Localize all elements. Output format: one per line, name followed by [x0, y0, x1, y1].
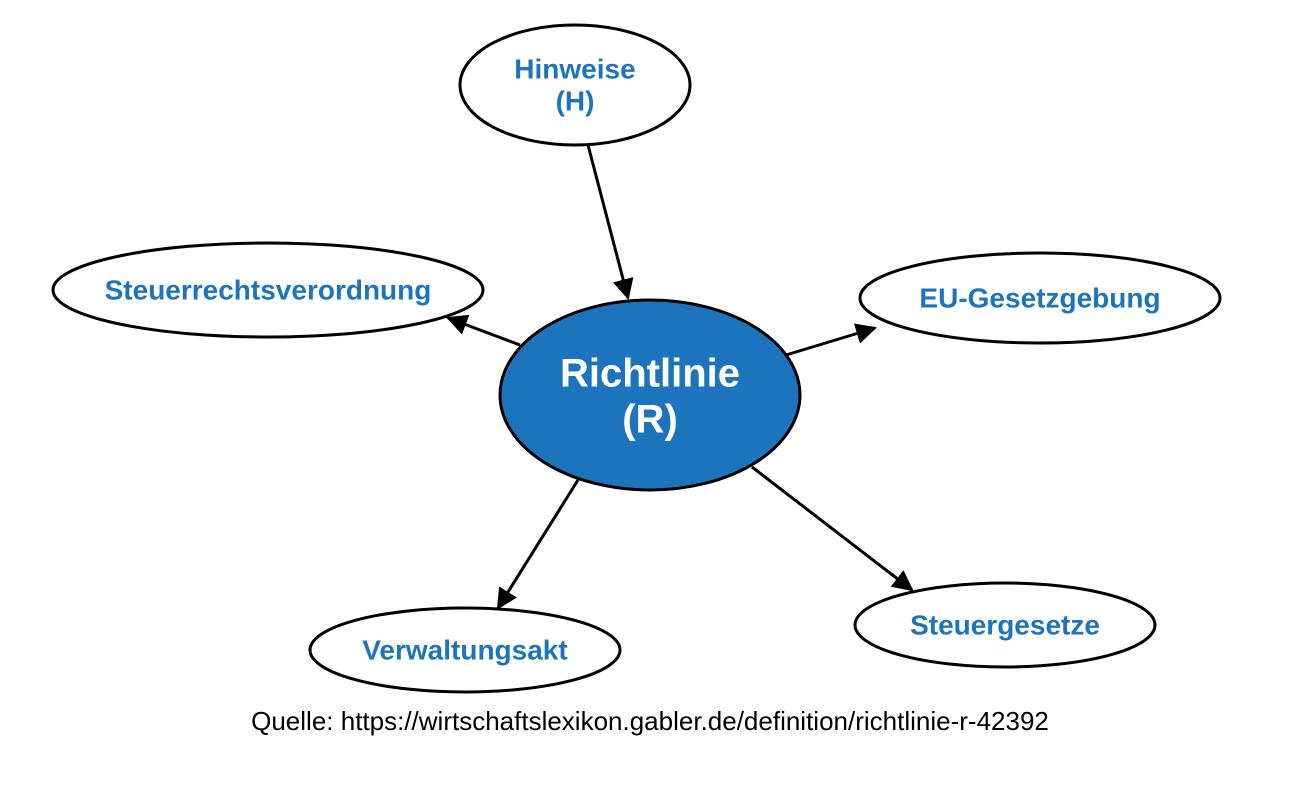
- node-steuerrechtsverordnung: Steuerrechtsverordnung: [53, 243, 483, 337]
- edge-richtlinie-to-eu-gesetzgebung: [786, 328, 875, 355]
- node-richtlinie-label-line1: Richtlinie: [560, 352, 740, 396]
- node-verwaltungsakt: Verwaltungsakt: [310, 608, 620, 692]
- node-eu-gesetzgebung: EU-Gesetzgebung: [860, 253, 1220, 343]
- node-richtlinie-center: Richtlinie (R): [500, 300, 800, 490]
- node-steuergesetze: Steuergesetze: [855, 583, 1155, 667]
- node-hinweise: Hinweise (H): [460, 25, 690, 145]
- edge-richtlinie-to-verwaltungsakt: [498, 480, 578, 608]
- node-verwaltungsakt-label: Verwaltungsakt: [362, 634, 567, 665]
- source-citation: Quelle: https://wirtschaftslexikon.gable…: [251, 706, 1049, 736]
- edge-richtlinie-to-steuergesetze: [752, 467, 912, 590]
- edge-hinweise-to-richtlinie: [588, 145, 628, 298]
- node-steuergesetze-label: Steuergesetze: [910, 609, 1100, 640]
- concept-map-svg: Hinweise (H) Steuerrechtsverordnung EU-G…: [0, 0, 1300, 794]
- node-hinweise-label-line1: Hinweise: [514, 53, 635, 84]
- node-hinweise-label-line2: (H): [556, 85, 595, 116]
- node-eu-gesetzgebung-label: EU-Gesetzgebung: [919, 282, 1160, 313]
- edge-richtlinie-to-steuerrechtsverordnung: [448, 318, 520, 345]
- node-steuerrechtsverordnung-label: Steuerrechtsverordnung: [105, 274, 432, 305]
- node-richtlinie-label-line2: (R): [622, 398, 678, 442]
